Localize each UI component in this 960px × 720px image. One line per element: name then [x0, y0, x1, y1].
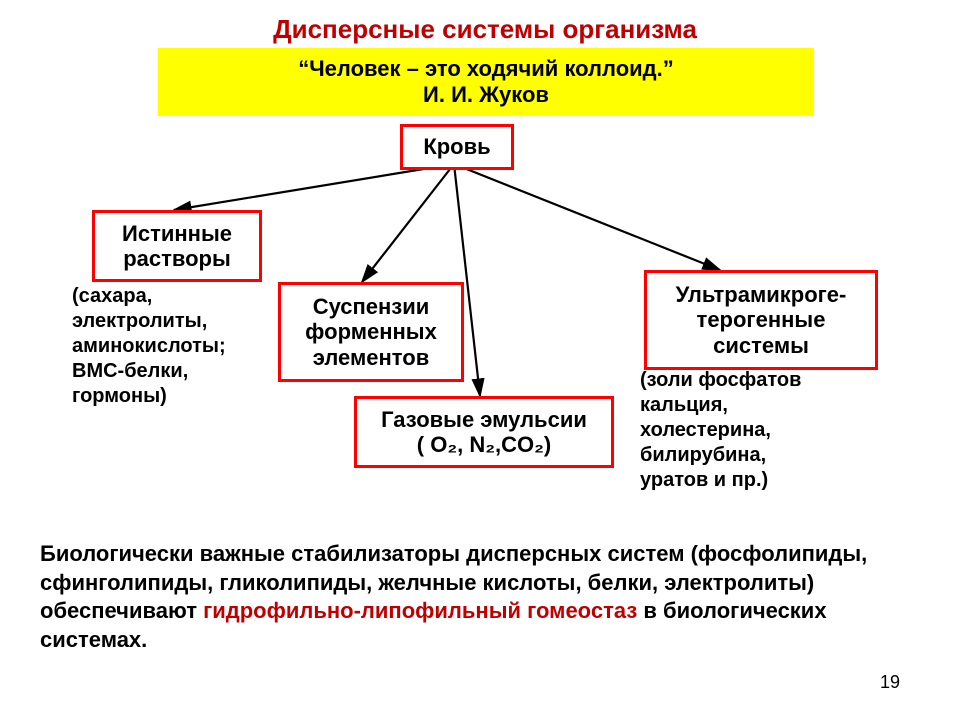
node-line: Суспензии	[313, 294, 430, 319]
quote-box: “Человек – это ходячий коллоид.” И. И. Ж…	[158, 48, 814, 116]
node-line: ( О₂, N₂,CO₂)	[417, 432, 551, 457]
node-line: терогенные	[697, 307, 826, 332]
node-line: элементов	[313, 345, 429, 370]
node-line: системы	[713, 333, 809, 358]
node-gas-emulsions: Газовые эмульсии( О₂, N₂,CO₂)	[354, 396, 614, 468]
desc-ultramicro: (золи фосфатов кальция, холестерина, бил…	[640, 368, 880, 493]
node-line: Ультрамикроге-	[676, 282, 847, 307]
node-suspensions: Суспензииформенныхэлементов	[278, 282, 464, 382]
body-paragraph: Биологически важные стабилизаторы диспер…	[40, 540, 920, 654]
desc-true-solutions: (сахара, электролиты, аминокислоты; ВМС-…	[72, 284, 282, 409]
node-true-solutions: Истинныерастворы	[92, 210, 262, 282]
slide-title: Дисперсные системы организма	[225, 14, 745, 45]
node-root: Кровь	[400, 124, 514, 170]
quote-line-1: “Человек – это ходячий коллоид.”	[166, 56, 806, 82]
node-line: Истинные	[122, 221, 232, 246]
body-segment: гидрофильно-липофильный гомеостаз	[203, 598, 637, 623]
node-ultramicro: Ультрамикроге-терогенныесистемы	[644, 270, 878, 370]
node-line: растворы	[123, 246, 231, 271]
node-line: Газовые эмульсии	[381, 407, 587, 432]
quote-line-2: И. И. Жуков	[166, 82, 806, 108]
page-number: 19	[880, 672, 900, 693]
slide-root: Дисперсные системы организма “Человек – …	[0, 0, 960, 720]
node-line: форменных	[305, 319, 437, 344]
node-root-label: Кровь	[423, 134, 490, 159]
